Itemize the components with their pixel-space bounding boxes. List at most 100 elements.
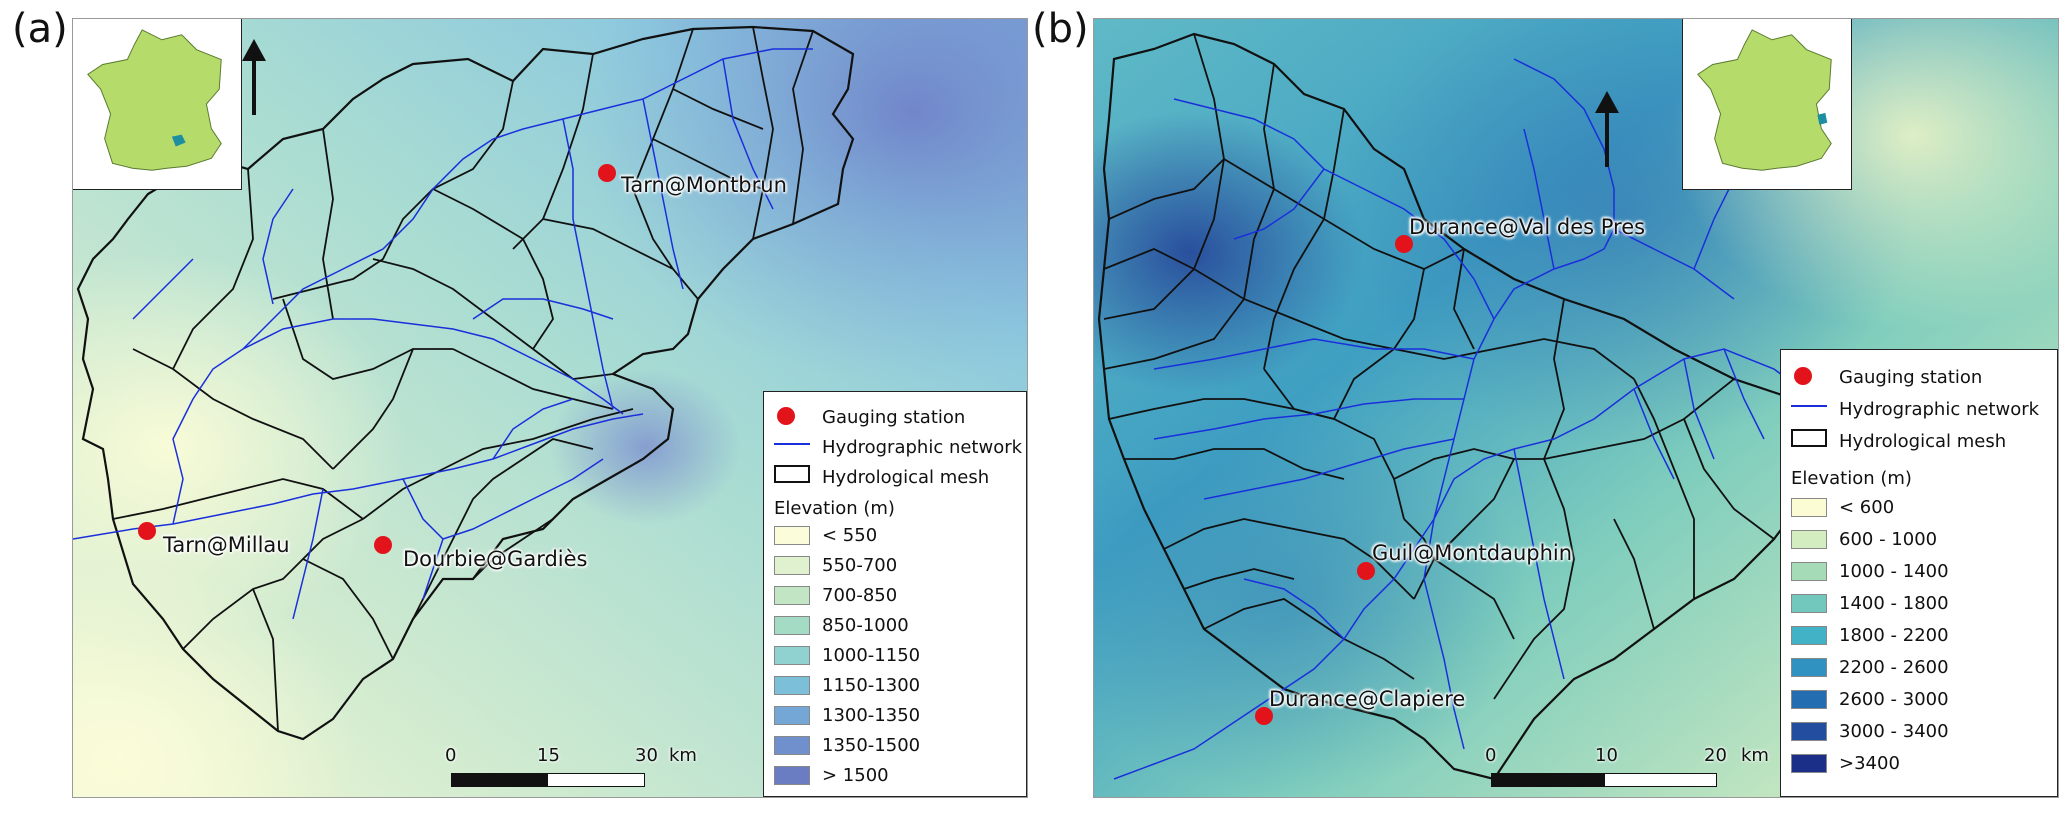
legend-class-label: 1000-1150 (822, 644, 921, 666)
legend-elevation-title-b: Elevation (m) (1791, 468, 1912, 489)
legend-swatch (774, 735, 810, 755)
scale-bar-a: 0 15 30 km (445, 745, 711, 795)
legend-swatch (1791, 561, 1827, 581)
station-label-tarn-millau: Tarn@Millau (163, 533, 290, 557)
legend-class-label: 1350-1500 (822, 734, 921, 756)
locator-inset-a (73, 19, 242, 190)
legend-class-label: 1000 - 1400 (1839, 560, 1949, 582)
legend-class-label: 1300-1350 (822, 704, 921, 726)
scale-bar-b: 0 10 20 km (1485, 745, 1781, 795)
basin-location-b (1817, 112, 1828, 125)
legend-elevation-class: 2200 - 2600 (1791, 654, 1949, 680)
legend-elevation-class: 3000 - 3400 (1791, 718, 1949, 744)
scale-unit-b: km (1741, 745, 1769, 766)
legend-swatch (1791, 721, 1827, 741)
legend-elevation-class: 850-1000 (774, 612, 909, 638)
legend-class-label: < 600 (1839, 496, 1895, 518)
scale-tick-0: 0 (445, 745, 457, 766)
north-arrow-icon-b (1595, 91, 1619, 167)
legend-elevation-class: < 550 (774, 522, 877, 548)
legend-swatch (774, 585, 810, 605)
legend-class-label: >3400 (1839, 752, 1900, 774)
legend-elevation-class: >3400 (1791, 750, 1900, 776)
legend-class-label: 2200 - 2600 (1839, 656, 1949, 678)
legend-class-label: 1800 - 2200 (1839, 624, 1949, 646)
legend-label-station-b: Gauging station (1839, 366, 1983, 388)
legend-elevation-class: 700-850 (774, 582, 897, 608)
legend-label-mesh: Hydrological mesh (822, 466, 990, 488)
scale-segment-black-b (1491, 773, 1604, 787)
river-network-b (1113, 58, 1815, 780)
legend-swatch (1791, 593, 1827, 613)
mesh-lines-b (1103, 33, 1775, 700)
legend-class-label: 600 - 1000 (1839, 528, 1938, 550)
legend-class-label: > 1500 (822, 764, 889, 786)
legend-swatch (774, 765, 810, 785)
legend-a: Gauging station Hydrographic network Hyd… (763, 391, 1027, 797)
legend-item-station: Gauging station (774, 404, 965, 430)
legend-swatch (1791, 497, 1827, 517)
legend-label-network: Hydrographic network (822, 436, 1023, 458)
scale-tick-20-b: 20 (1704, 745, 1727, 766)
legend-label-mesh-b: Hydrological mesh (1839, 430, 2007, 452)
legend-swatch (1791, 625, 1827, 645)
map-a[interactable]: Tarn@Montbrun Tarn@Millau Dourbie@Gardiè… (72, 18, 1028, 798)
legend-elevation-class: 1000-1150 (774, 642, 920, 668)
legend-elevation-title: Elevation (m) (774, 498, 895, 519)
north-arrow-icon (242, 39, 266, 115)
scale-tick-30: 30 (635, 745, 658, 766)
scale-segment-white-b (1604, 773, 1717, 787)
legend-class-label: 550-700 (822, 554, 898, 576)
basin-boundary (76, 25, 855, 741)
legend-elevation-class: 1300-1350 (774, 702, 920, 728)
mesh-lines (112, 26, 814, 732)
legend-swatch (774, 555, 810, 575)
legend-swatch (1791, 689, 1827, 709)
panel-label-a: (a) (12, 6, 68, 52)
legend-class-label: 850-1000 (822, 614, 909, 636)
legend-elevation-class: 1350-1500 (774, 732, 920, 758)
legend-b: Gauging station Hydrographic network Hyd… (1780, 349, 2058, 797)
legend-elevation-class: 550-700 (774, 552, 897, 578)
legend-class-label: 2600 - 3000 (1839, 688, 1949, 710)
legend-elevation-class: > 1500 (774, 762, 889, 788)
legend-elevation-class: 1150-1300 (774, 672, 920, 698)
map-b[interactable]: Durance@Val des Pres Guil@Montdauphin Du… (1093, 18, 2059, 798)
basin-boundary-b (1097, 32, 1836, 781)
legend-item-mesh-b: Hydrological mesh (1791, 428, 2006, 454)
station-label-tarn-montbrun: Tarn@Montbrun (621, 173, 787, 197)
legend-item-mesh: Hydrological mesh (774, 464, 989, 490)
legend-swatch (774, 615, 810, 635)
legend-class-label: 3000 - 3400 (1839, 720, 1949, 742)
panel-label-b: (b) (1032, 6, 1089, 52)
france-outline (87, 29, 222, 171)
legend-elevation-class: 2600 - 3000 (1791, 686, 1949, 712)
legend-swatch (1791, 657, 1827, 677)
legend-elevation-class: 1800 - 2200 (1791, 622, 1949, 648)
legend-label-network-b: Hydrographic network (1839, 398, 2040, 420)
station-label-guil-montdauphin: Guil@Montdauphin (1372, 541, 1573, 565)
legend-elevation-class: 1400 - 1800 (1791, 590, 1949, 616)
scale-unit: km (669, 745, 697, 766)
legend-item-station-b: Gauging station (1791, 364, 1982, 390)
scale-tick-10-b: 10 (1595, 745, 1618, 766)
scale-segment-black (451, 773, 547, 787)
legend-item-network: Hydrographic network (774, 434, 1022, 460)
basin-location-a (171, 134, 186, 147)
station-label-dourbie-gardies: Dourbie@Gardiès (403, 547, 588, 571)
legend-swatch (774, 675, 810, 695)
station-label-durance-clapiere: Durance@Clapiere (1269, 687, 1466, 711)
legend-class-label: 700-850 (822, 584, 898, 606)
legend-elevation-class: < 600 (1791, 494, 1894, 520)
scale-tick-0-b: 0 (1485, 745, 1497, 766)
scale-segment-white (547, 773, 645, 787)
legend-swatch (774, 705, 810, 725)
legend-swatch (774, 525, 810, 545)
locator-inset-b (1682, 19, 1852, 190)
legend-swatch (1791, 529, 1827, 549)
legend-swatch (774, 645, 810, 665)
legend-class-label: 1150-1300 (822, 674, 921, 696)
france-outline-b (1697, 29, 1832, 171)
legend-class-label: 1400 - 1800 (1839, 592, 1949, 614)
scale-tick-15: 15 (537, 745, 560, 766)
